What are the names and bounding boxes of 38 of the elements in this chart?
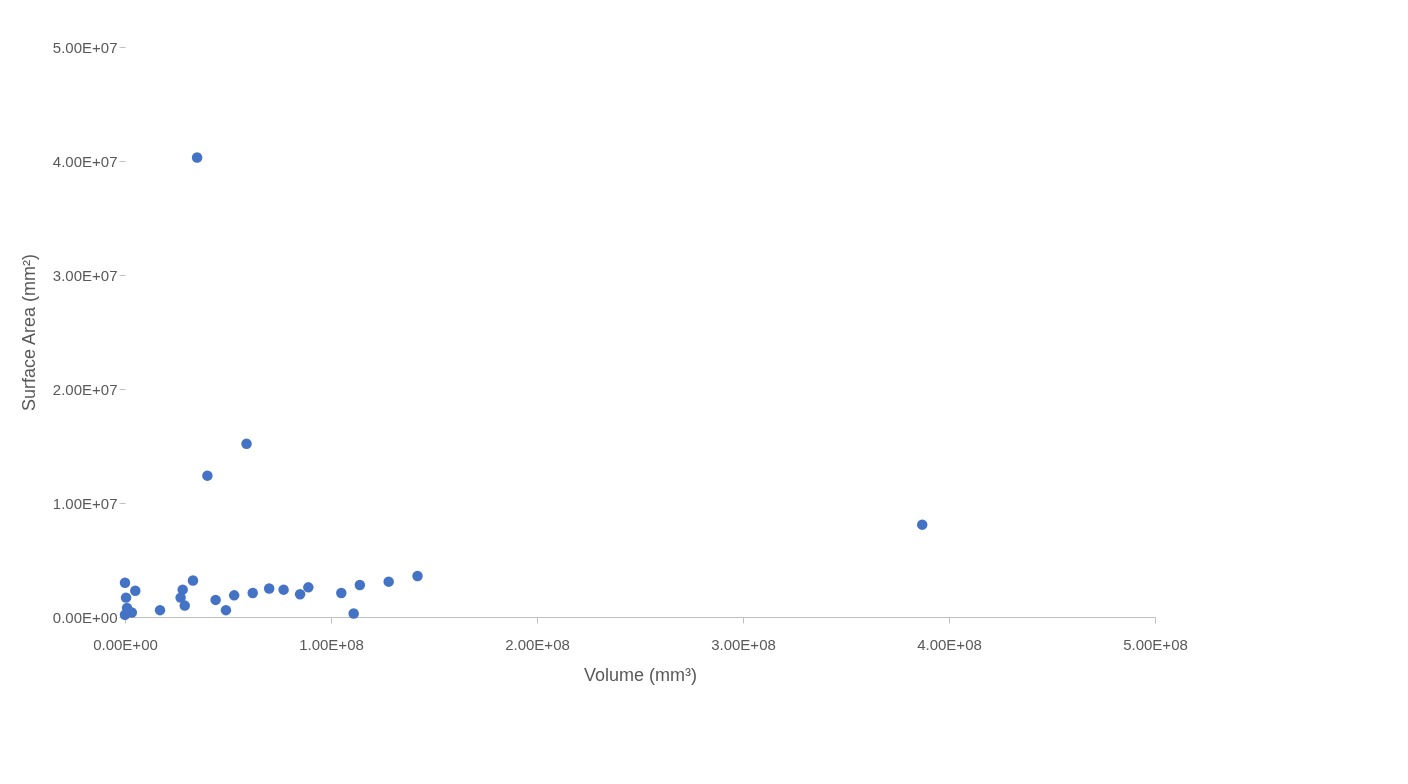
point — [154, 604, 166, 616]
point — [383, 576, 394, 587]
y-tick-label: 0.00E+00 — [52, 608, 118, 626]
y-tick-label: 3.00E+07 — [52, 266, 118, 284]
point — [354, 579, 366, 591]
point — [228, 590, 240, 601]
point — [247, 587, 258, 599]
y-tick-label: 1.00E+07 — [52, 494, 118, 512]
point — [263, 583, 275, 594]
point — [412, 570, 423, 582]
point — [916, 519, 928, 530]
x-tick-label: 4.00E+08 — [917, 635, 982, 653]
x-axis-title: Volume (mm³) — [583, 664, 698, 685]
y-tick-label: 5.00E+07 — [52, 38, 118, 56]
y-axis-title: Surface Area (mm²) — [18, 253, 39, 412]
point — [187, 575, 199, 586]
y-tick-label: 4.00E+07 — [52, 152, 118, 170]
point — [220, 604, 232, 616]
point — [210, 594, 221, 606]
point — [303, 582, 314, 593]
x-tick-label: 3.00E+08 — [711, 635, 776, 653]
point — [278, 584, 289, 595]
point — [202, 470, 213, 481]
x-tick-label: 0.00E+00 — [93, 635, 158, 653]
x-tick-label: 5.00E+08 — [1123, 635, 1188, 653]
point — [119, 577, 131, 589]
point — [175, 592, 186, 603]
x-tick-label: 1.00E+08 — [299, 635, 364, 653]
y-tick-label: 2.00E+07 — [52, 380, 118, 398]
point — [294, 588, 306, 600]
point — [336, 587, 347, 599]
point — [191, 152, 203, 163]
point — [130, 585, 141, 597]
x-tick-label: 2.00E+08 — [505, 635, 570, 653]
point — [241, 438, 252, 449]
point — [348, 608, 359, 619]
point — [179, 600, 190, 611]
point — [120, 592, 132, 603]
